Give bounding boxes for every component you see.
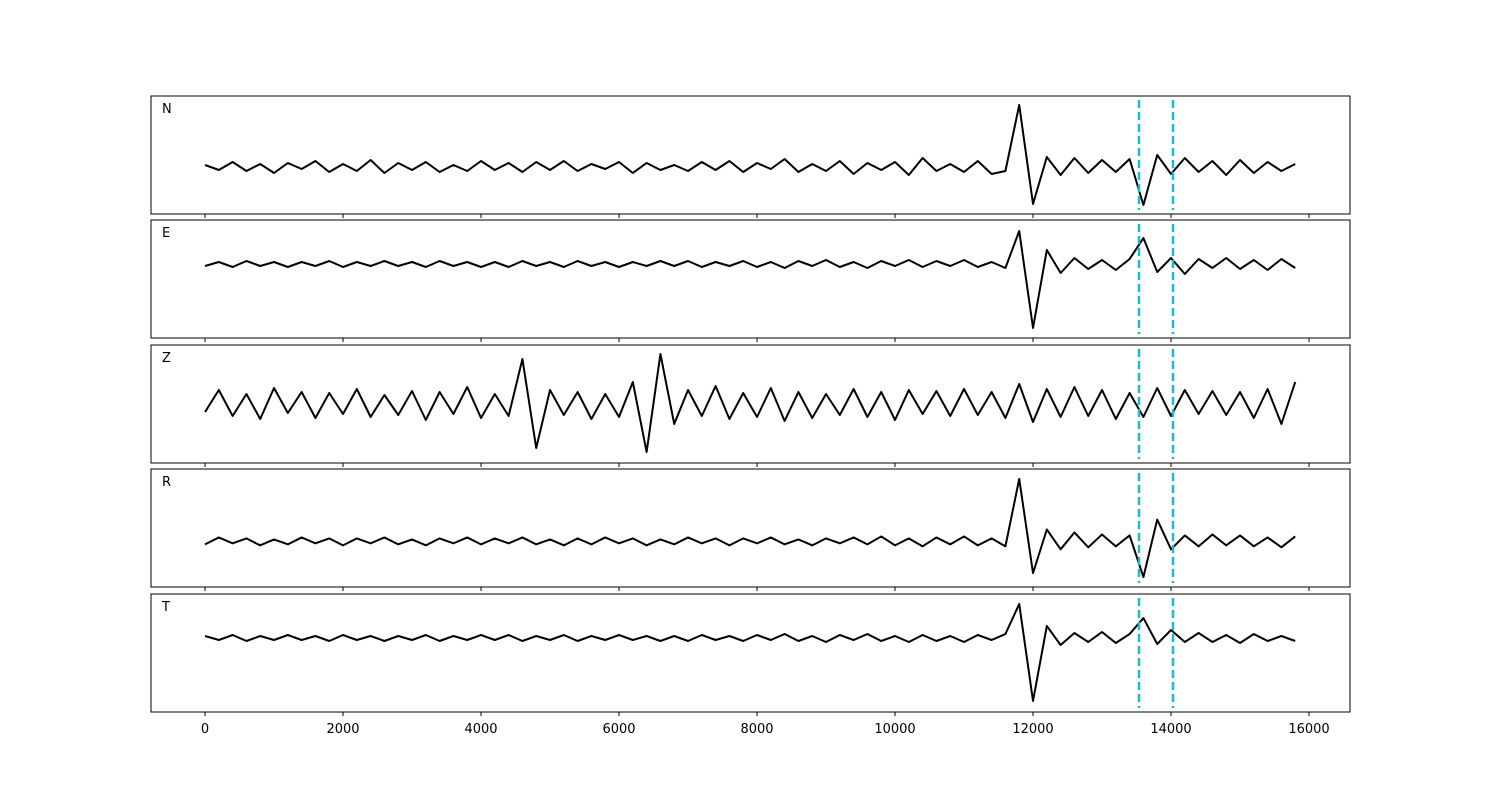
panel-frame: [150, 593, 1351, 713]
trace: [204, 353, 1297, 453]
trace: [204, 603, 1296, 702]
x-tick-label: 4000: [464, 722, 497, 737]
x-tick-label: 14000: [1150, 722, 1191, 737]
panel-frame: [150, 344, 1351, 464]
panel-label: Z: [162, 351, 171, 366]
x-tick-label: 16000: [1288, 722, 1329, 737]
panel-frame: [150, 219, 1351, 339]
panel-label: N: [162, 102, 172, 117]
trace: [204, 477, 1296, 579]
panel-label: T: [161, 600, 170, 615]
x-tick-label: 12000: [1012, 722, 1053, 737]
panel-frame: [150, 95, 1351, 215]
panel-frame: [150, 468, 1351, 588]
trace: [204, 230, 1296, 329]
x-tick-label: 8000: [740, 722, 773, 737]
x-tick-label: 0: [201, 722, 209, 737]
x-tick-label: 2000: [326, 722, 359, 737]
x-tick-label: 6000: [602, 722, 635, 737]
panel-label: R: [162, 475, 171, 490]
panel-label: E: [162, 226, 170, 241]
x-tick-label: 10000: [874, 722, 915, 737]
trace: [204, 104, 1296, 206]
